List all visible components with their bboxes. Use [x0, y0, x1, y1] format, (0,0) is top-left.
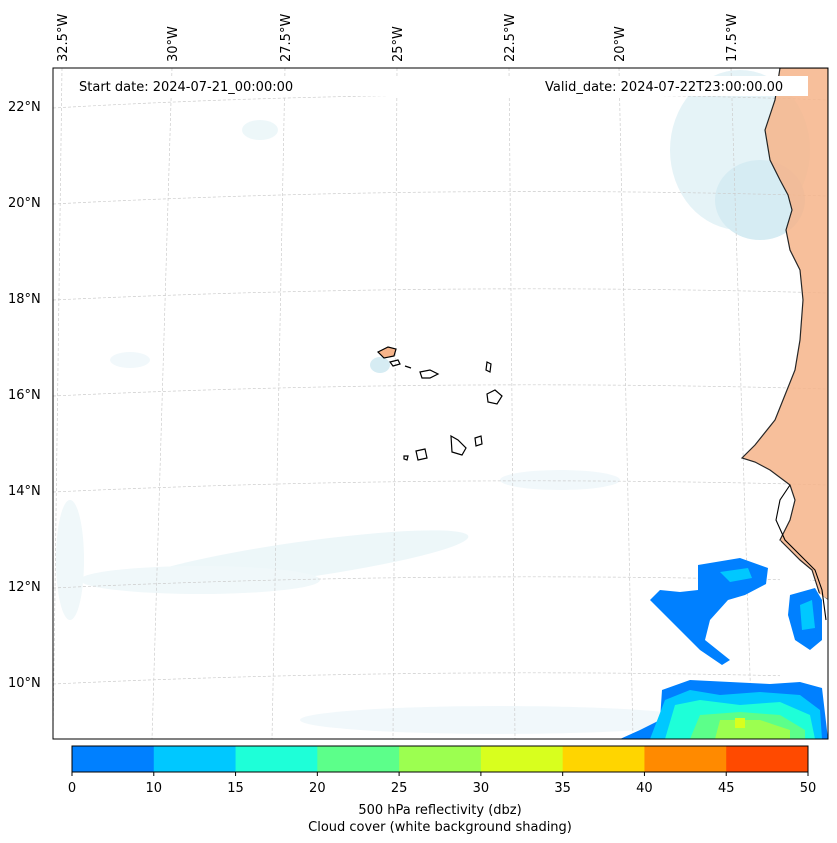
lat-label-18n: 18°N — [8, 292, 41, 307]
lon-label-32-5w: 32.5°W — [56, 14, 71, 62]
colorbar-tick-label: 20 — [309, 781, 326, 796]
longitude-labels: 32.5°W 30°W 27.5°W 25°W 22.5°W 20°W 17.5… — [56, 14, 740, 62]
lon-label-27-5w: 27.5°W — [279, 14, 294, 62]
colorbar-bin — [72, 746, 155, 772]
lat-label-22n: 22°N — [8, 100, 41, 115]
colorbar-bin — [399, 746, 482, 772]
lon-label-20w: 20°W — [613, 26, 628, 62]
colorbar-label-line1: 500 hPa reflectivity (dbz) — [358, 803, 521, 818]
valid-date-label: Valid_date: 2024-07-22T23:00:00.00 — [545, 80, 783, 95]
latitude-labels: 22°N 20°N 18°N 16°N 14°N 12°N 10°N — [8, 100, 41, 691]
lat-label-16n: 16°N — [8, 388, 41, 403]
africa-land — [740, 68, 828, 601]
colorbar-tick-label: 0 — [68, 781, 76, 796]
colorbar-bin — [153, 746, 237, 772]
colorbar-bin — [562, 746, 645, 772]
lat-label-14n: 14°N — [8, 484, 41, 499]
lon-label-25w: 25°W — [391, 26, 406, 62]
map-border — [52, 67, 829, 740]
colorbar-border — [71, 745, 809, 773]
colorbar-tick-label: 45 — [718, 781, 735, 796]
colorbar-bins — [72, 746, 809, 772]
lon-label-17-5w: 17.5°W — [725, 14, 740, 62]
colorbar-bin — [317, 746, 400, 772]
colorbar-tick-label: 30 — [473, 781, 490, 796]
coastline-south — [775, 484, 827, 621]
lon-label-30w: 30°W — [166, 26, 181, 62]
colorbar-tick-label: 25 — [391, 781, 408, 796]
colorbar-bin — [644, 746, 727, 772]
date-label-bg — [70, 76, 808, 96]
colorbar-bin — [235, 746, 318, 772]
map-content — [53, 68, 828, 739]
colorbar-label-line2: Cloud cover (white background shading) — [308, 820, 572, 835]
lat-label-20n: 20°N — [8, 196, 41, 211]
colorbar-bin — [726, 746, 809, 772]
colorbar: 0 10 15 20 25 30 35 40 45 50 500 hPa reflectivity… — [68, 745, 816, 835]
colorbar-tick-label: 15 — [227, 781, 244, 796]
graticule — [53, 68, 828, 739]
lat-label-10n: 10°N — [8, 676, 41, 691]
start-date-label: Start date: 2024-07-21_00:00:00 — [79, 80, 293, 95]
lat-label-12n: 12°N — [8, 580, 41, 595]
lon-label-22-5w: 22.5°W — [503, 14, 518, 62]
colorbar-ticks: 0 10 15 20 25 30 35 40 45 50 — [68, 772, 816, 796]
colorbar-bin — [480, 746, 564, 772]
reflectivity-shading — [620, 558, 828, 739]
colorbar-tick-label: 10 — [146, 781, 163, 796]
colorbar-tick-label: 40 — [636, 781, 653, 796]
colorbar-tick-label: 50 — [800, 781, 817, 796]
colorbar-tick-label: 35 — [554, 781, 571, 796]
cape-verde-islands — [376, 346, 503, 461]
